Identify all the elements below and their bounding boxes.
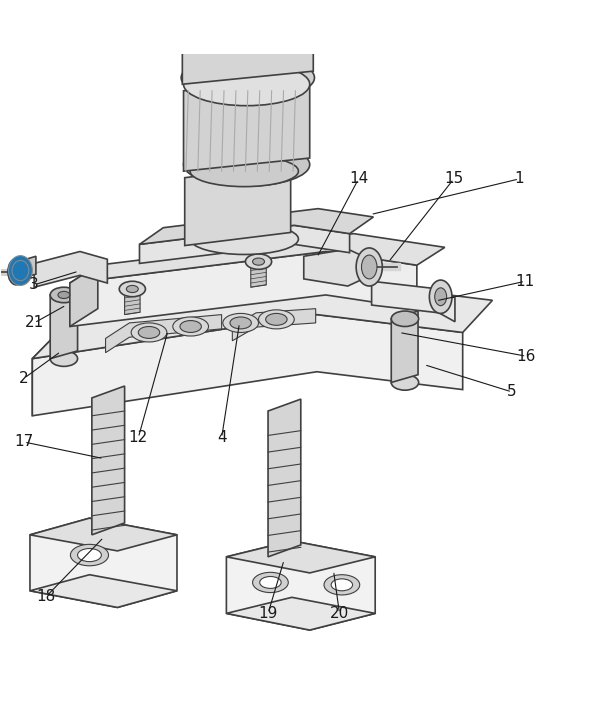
Ellipse shape [138, 326, 160, 338]
Polygon shape [32, 315, 463, 415]
Polygon shape [251, 260, 266, 288]
Ellipse shape [230, 317, 251, 329]
Ellipse shape [190, 155, 298, 186]
Polygon shape [32, 326, 64, 415]
Text: 18: 18 [36, 589, 56, 605]
Text: 19: 19 [258, 606, 277, 621]
Text: 15: 15 [444, 172, 463, 186]
Ellipse shape [429, 280, 452, 314]
Ellipse shape [8, 259, 25, 285]
Polygon shape [227, 541, 375, 630]
Polygon shape [227, 598, 375, 630]
Text: 12: 12 [129, 430, 148, 445]
Polygon shape [34, 252, 107, 288]
Polygon shape [227, 541, 375, 573]
Ellipse shape [58, 291, 70, 299]
Ellipse shape [12, 260, 29, 280]
Text: 14: 14 [349, 172, 368, 186]
Polygon shape [304, 249, 363, 286]
Polygon shape [30, 518, 177, 551]
Ellipse shape [119, 281, 145, 297]
Polygon shape [70, 252, 417, 326]
Ellipse shape [190, 224, 298, 254]
Text: 16: 16 [517, 349, 536, 363]
Ellipse shape [180, 321, 202, 333]
Text: 2: 2 [19, 370, 29, 386]
Ellipse shape [181, 5, 315, 51]
Polygon shape [185, 165, 291, 245]
Ellipse shape [78, 548, 102, 562]
Text: 4: 4 [217, 430, 227, 445]
Polygon shape [12, 257, 36, 281]
Polygon shape [30, 518, 177, 607]
Polygon shape [233, 309, 316, 341]
Ellipse shape [245, 254, 271, 269]
Text: 5: 5 [507, 385, 517, 399]
Polygon shape [50, 288, 78, 359]
Polygon shape [70, 265, 98, 326]
Ellipse shape [252, 572, 288, 593]
Ellipse shape [391, 311, 419, 326]
Polygon shape [391, 311, 418, 382]
Polygon shape [184, 78, 310, 171]
Text: 1: 1 [514, 172, 524, 186]
Polygon shape [182, 21, 313, 84]
Polygon shape [371, 281, 455, 322]
Polygon shape [30, 575, 177, 607]
Ellipse shape [173, 317, 209, 336]
Ellipse shape [435, 288, 447, 306]
Text: 3: 3 [29, 278, 39, 292]
Ellipse shape [252, 258, 264, 265]
Ellipse shape [362, 255, 377, 279]
Ellipse shape [126, 285, 138, 292]
Text: 20: 20 [330, 606, 349, 621]
Polygon shape [268, 399, 301, 557]
Ellipse shape [223, 314, 258, 333]
Ellipse shape [184, 143, 310, 186]
Polygon shape [139, 209, 373, 245]
Polygon shape [32, 283, 492, 359]
Ellipse shape [50, 351, 78, 366]
Ellipse shape [71, 544, 108, 566]
Ellipse shape [331, 579, 353, 591]
Polygon shape [106, 315, 222, 353]
Polygon shape [139, 226, 350, 264]
Ellipse shape [258, 310, 294, 329]
Text: 11: 11 [515, 273, 535, 289]
Ellipse shape [324, 575, 360, 595]
Ellipse shape [260, 576, 281, 588]
Text: 21: 21 [25, 316, 44, 330]
Text: 17: 17 [14, 434, 33, 449]
Polygon shape [92, 386, 124, 535]
Ellipse shape [8, 256, 32, 285]
Polygon shape [70, 233, 445, 283]
Ellipse shape [391, 375, 419, 390]
Polygon shape [124, 288, 140, 315]
Ellipse shape [266, 314, 287, 325]
Ellipse shape [50, 288, 78, 303]
Ellipse shape [181, 55, 315, 101]
Ellipse shape [184, 63, 310, 105]
Ellipse shape [356, 248, 382, 286]
Ellipse shape [131, 323, 167, 342]
